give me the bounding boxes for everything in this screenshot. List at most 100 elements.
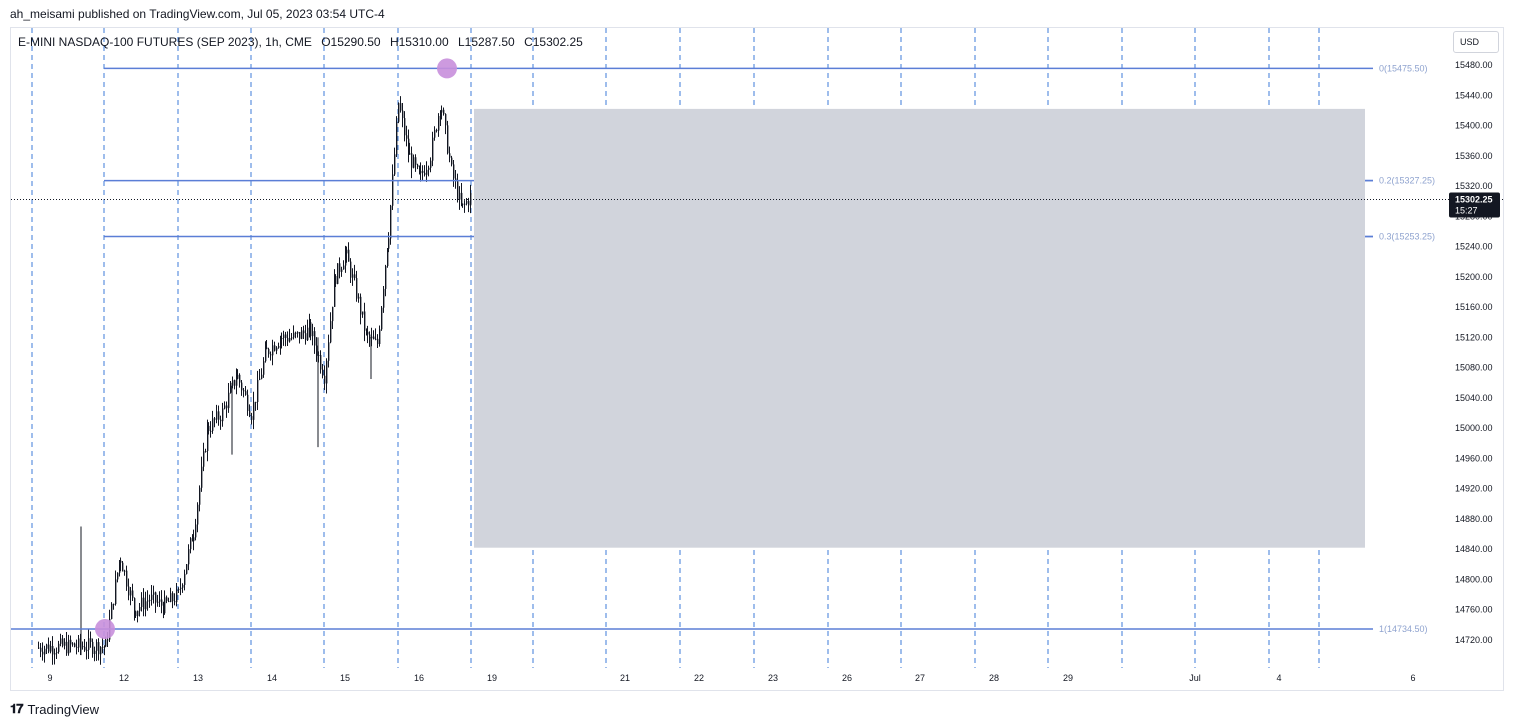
price-tick-label: 14960.00	[1455, 453, 1493, 463]
candle-body	[104, 646, 106, 648]
time-tick-label: 9	[47, 673, 52, 683]
price-axis: 15480.00 15440.00 15400.00 15360.00 15320.00…	[1455, 60, 1493, 645]
candle-body	[400, 103, 402, 111]
time-tick-label: 16	[414, 673, 424, 683]
candles	[38, 96, 472, 665]
candle-body	[243, 390, 245, 392]
candle-body	[237, 374, 239, 379]
candle-body	[354, 274, 356, 279]
candle-body	[176, 589, 178, 603]
candle-body	[105, 639, 107, 647]
candle-body	[310, 322, 312, 337]
candle-body	[137, 610, 139, 617]
candle-body	[214, 418, 216, 420]
candle-body	[268, 349, 270, 355]
candle-body	[371, 336, 373, 339]
candle-body	[134, 598, 136, 612]
symbol-title[interactable]: E-MINI NASDAQ-100 FUTURES (SEP 2023), 1h…	[18, 35, 312, 49]
candle-body	[52, 646, 54, 655]
candle-body	[383, 288, 385, 308]
candle-body	[122, 562, 124, 572]
tradingview-logo-icon: 𝟏𝟕	[10, 701, 24, 716]
candle-body	[408, 138, 410, 155]
low-value: L15287.50	[458, 35, 515, 49]
chart-frame	[10, 27, 1504, 691]
candle-body	[285, 334, 287, 338]
price-tick-label: 15200.00	[1455, 272, 1493, 282]
candle-body	[253, 401, 255, 420]
close-value: C15302.25	[524, 35, 583, 49]
candle-body	[274, 345, 276, 351]
candle-body	[46, 644, 48, 649]
candle-body	[328, 342, 330, 361]
candle-body	[261, 374, 263, 379]
candle-body	[141, 597, 143, 608]
tradingview-brand[interactable]: 𝟏𝟕 TradingView	[10, 701, 99, 717]
current-price-label: 15302.25	[1455, 194, 1493, 204]
candle-body	[360, 296, 362, 315]
candle-body	[232, 380, 234, 386]
candle-body	[406, 135, 408, 139]
candle-body	[402, 110, 404, 119]
candle-body	[451, 157, 453, 165]
time-tick-label: 4	[1276, 673, 1281, 683]
candle-body	[82, 646, 84, 648]
time-tick-label: 29	[1063, 673, 1073, 683]
candle-body	[350, 261, 352, 278]
candle-body	[388, 238, 390, 249]
candle-body	[398, 103, 400, 122]
fib-level-label: 0.2(15327.25)	[1379, 176, 1435, 186]
candle-body	[385, 266, 387, 289]
highlight-zone-layer	[474, 108, 1365, 548]
candle-body	[362, 311, 364, 315]
candle-body	[345, 253, 347, 266]
candle-body	[38, 647, 40, 649]
highlight-zone	[474, 108, 1365, 548]
candle-body	[201, 466, 203, 488]
candle-body	[66, 641, 68, 654]
candle-body	[44, 648, 46, 655]
candle-body	[186, 564, 188, 574]
candle-body	[184, 573, 186, 585]
brand-label: TradingView	[27, 701, 100, 717]
candle-body	[48, 644, 50, 652]
candle-body	[236, 378, 238, 386]
candle-body	[170, 593, 172, 602]
candle-body	[356, 278, 358, 299]
candle-body	[305, 333, 307, 341]
candle-body	[130, 590, 132, 596]
candle-body	[207, 425, 209, 452]
candle-body	[208, 425, 210, 432]
candle-body	[428, 167, 430, 170]
candle-body	[335, 276, 337, 284]
candle-body	[132, 590, 134, 599]
price-tick-label: 15360.00	[1455, 151, 1493, 161]
publisher-line: ah_meisami published on TradingView.com,…	[10, 7, 385, 21]
candle-body	[461, 192, 463, 205]
candle-body	[318, 355, 320, 357]
candle-body	[78, 638, 80, 648]
candle-body	[396, 121, 398, 155]
candle-body	[228, 392, 230, 409]
candle-body	[96, 642, 98, 651]
time-tick-label: 27	[915, 673, 925, 683]
candle-body	[436, 129, 438, 131]
time-tick-label: 21	[620, 673, 630, 683]
candle-body	[139, 607, 141, 611]
candle-body	[283, 334, 285, 339]
candle-body	[212, 418, 214, 431]
candle-body	[409, 153, 411, 155]
price-tick-label: 14840.00	[1455, 544, 1493, 554]
candle-body	[107, 639, 109, 641]
price-tick-label: 15440.00	[1455, 90, 1493, 100]
currency-button[interactable]: USD	[1453, 31, 1499, 53]
high-value: H15310.00	[389, 35, 449, 49]
candle-body	[404, 118, 406, 136]
candle-body	[195, 524, 197, 538]
candle-body	[432, 137, 434, 161]
price-tick-label: 15120.00	[1455, 332, 1493, 342]
price-tick-label: 14760.00	[1455, 605, 1493, 615]
candle-body	[216, 411, 218, 420]
candle-body	[468, 201, 470, 206]
